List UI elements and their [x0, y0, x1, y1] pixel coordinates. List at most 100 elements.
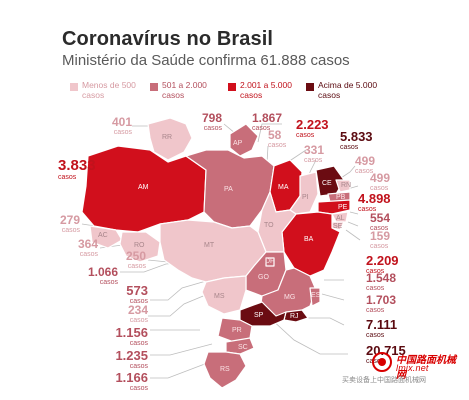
state-ap: [229, 123, 259, 157]
legend-item-2001-5000: 2.001 a 5.000 casos: [228, 80, 302, 100]
case-unit: casos: [129, 385, 148, 392]
page-subtitle: Ministério da Saúde confirma 61.888 caso…: [62, 52, 350, 69]
legend-label: Menos de 500 casos: [82, 80, 136, 100]
case-label-mg: 1.548 casos: [366, 272, 396, 292]
case-unit: casos: [366, 307, 385, 314]
case-number: 401: [111, 115, 132, 129]
case-unit: casos: [304, 157, 323, 164]
case-label-pr: 1.156 casos: [96, 326, 148, 347]
case-number: 3.833: [58, 157, 96, 174]
case-number: 5.833: [340, 129, 373, 144]
case-number: 250: [125, 249, 146, 263]
state-rs: [203, 351, 247, 389]
state-abbr-se: SE: [333, 223, 343, 230]
case-number: 4.898: [358, 191, 391, 206]
state-ro: [119, 231, 161, 263]
case-number: 573: [126, 283, 148, 298]
legend-item-over-5000: Acima de 5.000 casos: [306, 80, 380, 100]
case-unit: casos: [366, 268, 385, 275]
case-number: 499: [355, 154, 376, 168]
case-number: 58: [268, 128, 282, 142]
case-number: 159: [370, 229, 391, 243]
case-label-ce: 5.833 casos: [340, 130, 373, 151]
case-number: 331: [304, 143, 325, 157]
case-label-ma: 2.223 casos: [296, 118, 329, 139]
leader-line-rs: [150, 361, 211, 379]
state-abbr-rj: RJ: [290, 313, 299, 320]
case-number: 234: [127, 303, 148, 317]
legend-swatch: [228, 83, 236, 91]
state-abbr-ro: RO: [134, 242, 145, 249]
case-unit: casos: [129, 317, 148, 324]
case-label-rs: 1.166 casos: [96, 371, 148, 392]
case-unit: casos: [203, 125, 222, 132]
state-rr: [147, 117, 193, 161]
case-unit: casos: [366, 285, 385, 292]
state-abbr-pb: PB: [336, 194, 346, 201]
case-number: 7.111: [366, 317, 398, 332]
case-unit: casos: [127, 263, 146, 270]
state-abbr-pe: PE: [338, 204, 348, 211]
legend-label: 2.001 a 5.000 casos: [240, 80, 292, 100]
state-abbr-al: AL: [336, 215, 345, 222]
page-title: Coronavírus no Brasil: [62, 28, 274, 50]
legend-label: 501 a 2.000 casos: [162, 80, 207, 100]
case-unit: casos: [79, 251, 98, 258]
case-unit: casos: [340, 144, 359, 151]
state-abbr-to: TO: [264, 222, 274, 229]
case-unit: casos: [366, 332, 385, 339]
case-label-pe: 4.898 casos: [358, 192, 391, 213]
state-al: [331, 211, 349, 223]
case-label-rn: 499 casos: [355, 155, 375, 175]
case-number: 1.867: [252, 111, 283, 125]
leader-line-pa: [257, 123, 282, 143]
case-number: 1.156: [115, 325, 148, 340]
state-abbr-sc: SC: [238, 344, 248, 351]
state-df: [265, 257, 275, 267]
case-unit: casos: [61, 227, 80, 234]
watermark-name: 中国路面机械网: [396, 355, 456, 381]
watermark-site: lmjx.net: [396, 363, 429, 373]
leader-line-pe: [349, 211, 359, 215]
state-rn: [335, 179, 351, 193]
case-unit: casos: [129, 340, 148, 347]
state-abbr-ap: AP: [233, 140, 243, 147]
state-abbr-pr: PR: [232, 327, 242, 334]
state-abbr-ms: MS: [214, 293, 225, 300]
case-number: 1.703: [366, 293, 397, 307]
case-label-rj: 7.111 casos: [366, 318, 397, 339]
state-abbr-am: AM: [138, 184, 149, 191]
legend: Menos de 500 casos 501 a 2.000 casos 2.0…: [70, 80, 400, 105]
case-label-ap: 798 casos: [190, 112, 222, 132]
case-number: 1.166: [115, 370, 148, 385]
leader-line-mt: [147, 259, 169, 263]
state-abbr-ma: MA: [278, 184, 289, 191]
case-number: 1.548: [366, 271, 397, 285]
case-number: 798: [201, 111, 222, 125]
case-label-go: 573 casos: [106, 284, 148, 305]
case-label-ms: 234 casos: [106, 304, 148, 324]
case-unit: casos: [99, 279, 118, 286]
case-number: 364: [77, 237, 98, 251]
case-label-al: 159 casos: [370, 230, 390, 250]
state-abbr-ba: BA: [304, 236, 314, 243]
leader-line-rj: [302, 317, 345, 326]
case-label-pi: 331 casos: [304, 144, 324, 164]
state-abbr-ac: AC: [98, 232, 108, 239]
case-label-pa: 1.867 casos: [252, 112, 282, 132]
case-label-ac: 279 casos: [40, 214, 80, 234]
state-abbr-mt: MT: [204, 242, 215, 249]
case-unit: casos: [370, 243, 389, 250]
state-abbr-rn: RN: [341, 182, 352, 189]
state-abbr-mg: MG: [284, 294, 296, 301]
state-es: [309, 287, 321, 307]
state-abbr-rr: RR: [162, 134, 173, 141]
legend-swatch: [70, 83, 78, 91]
case-unit: casos: [358, 206, 377, 213]
case-label-to: 58 casos: [268, 129, 286, 149]
case-label-ba: 2.209 casos: [366, 254, 399, 275]
state-abbr-ce: CE: [322, 180, 332, 187]
leader-line-sp: [269, 317, 348, 355]
leader-line-se: [345, 229, 361, 241]
